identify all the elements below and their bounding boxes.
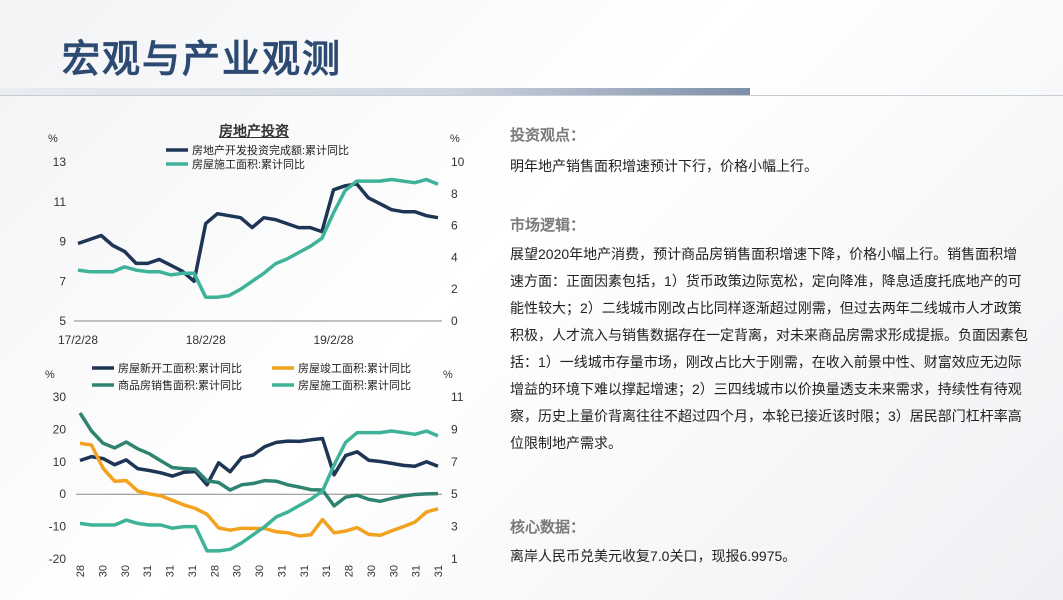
market-logic-text: 展望2020年地产消费，预计商品房销售面积增速下降，价格小幅上行。销售面积增速方… [510, 246, 1028, 451]
y2-tick-label: 5 [451, 487, 458, 501]
x-tick-label: 17/2/28 [75, 565, 87, 577]
x-tick-label: 19/2/28 [344, 565, 356, 577]
y-tick-label: 13 [53, 155, 67, 169]
legend-label-1: 房屋施工面积:累计同比 [192, 158, 305, 171]
series-line-1 [77, 177, 439, 299]
legend-label-0: 房屋新开工面积:累计同比 [118, 362, 242, 375]
y2-tick-label: 3 [451, 520, 458, 534]
x-tick-label: 17/12/31 [187, 565, 199, 577]
investment-view-heading: 投资观点： [510, 127, 586, 144]
chart1-title: 房地产投资 [219, 123, 289, 139]
x-tick-label: 18/2/28 [186, 333, 226, 347]
y2-tick-label: 2 [451, 282, 458, 296]
chart-real-estate-investment: % % 5 7 9 11 13 0 2 4 6 8 10 17/2/28 18/2/28 19/2/28 房地产… [48, 133, 465, 347]
market-logic-section: 市场逻辑： 展望2020年地产消费，预计商品房销售面积增速下降，价格小幅上行。销… [510, 214, 1030, 457]
x-tick-label: 18/8/31 [276, 565, 288, 577]
core-data-text: 离岸人民币兑美元收复7.0关口，现报6.9975。 [510, 548, 797, 564]
title-divider [0, 95, 1063, 96]
y-tick-label: 5 [59, 314, 66, 328]
y2-unit-label: % [443, 369, 453, 381]
y2-tick-label: 9 [451, 422, 458, 436]
x-tick-label: 18/12/31 [321, 565, 333, 577]
y-tick-label: 20 [53, 422, 67, 436]
y-tick-label: 30 [53, 390, 67, 404]
y2-tick-label: 8 [451, 187, 458, 201]
title-underline-bar [0, 88, 750, 96]
x-tick-label: 18/4/30 [232, 565, 244, 577]
y-unit-label: % [45, 369, 55, 381]
page-title: 宏观与产业观测 [62, 39, 343, 81]
series-line-0 [77, 182, 439, 284]
investment-view-text: 明年地产销售面积增速预计下行，价格小幅上行。 [510, 158, 818, 174]
legend-label-3: 房屋施工面积:累计同比 [298, 379, 411, 392]
x-tick-label: 17/8/31 [142, 565, 154, 577]
y2-tick-label: 7 [451, 455, 458, 469]
y2-tick-label: 11 [451, 390, 464, 404]
x-tick-label: 19/4/30 [366, 565, 378, 577]
x-tick-label: 17/4/30 [97, 565, 109, 577]
x-tick-label: 17/6/30 [120, 565, 132, 577]
chart-housing-area: %% -20 -10 0 10 20 30 1 3 5 7 9 11 17/2/28 17/4/30 17/6… [45, 362, 464, 577]
x-tick-label: 19/6/30 [388, 565, 400, 577]
investment-view-section: 投资观点： 明年地产销售面积增速预计下行，价格小幅上行。 [510, 124, 1030, 180]
x-tick-label: 19/10/31 [433, 565, 445, 577]
x-tick-label: 17/2/28 [58, 333, 98, 347]
x-tick-label: 18/2/28 [209, 565, 221, 577]
y2-tick-label: 0 [451, 314, 458, 328]
y2-tick-label: 1 [451, 552, 458, 566]
series-line-0 [79, 436, 439, 487]
core-data-heading: 核心数据： [510, 519, 586, 536]
y-tick-label: -10 [49, 520, 67, 534]
x-tick-label: 19/2/28 [313, 333, 353, 347]
y-unit-label: % [48, 133, 58, 145]
series-line-3 [79, 429, 439, 553]
y2-tick-label: 10 [451, 155, 465, 169]
legend-label-2: 商品房销售面积:累计同比 [118, 378, 242, 392]
x-tick-label: 18/10/31 [299, 565, 311, 577]
series-line-1 [79, 441, 439, 538]
x-tick-label: 19/8/31 [411, 565, 423, 577]
x-tick-label: 17/10/31 [165, 565, 177, 577]
y-tick-label: 10 [53, 455, 67, 469]
y-tick-label: 9 [59, 235, 66, 249]
market-logic-heading: 市场逻辑： [510, 217, 586, 234]
series-line-2 [78, 411, 439, 508]
y2-tick-label: 4 [451, 250, 458, 264]
y-tick-label: 7 [59, 274, 66, 288]
legend-label-0: 房地产开发投资完成额:累计同比 [192, 143, 349, 157]
x-tick-label: 18/6/30 [254, 565, 266, 577]
y-tick-label: -20 [49, 552, 67, 566]
core-data-section: 核心数据： 离岸人民币兑美元收复7.0关口，现报6.9975。 [510, 516, 1030, 570]
legend-label-1: 房屋竣工面积:累计同比 [298, 362, 411, 375]
y-tick-label: 11 [54, 195, 67, 209]
y2-unit-label: % [450, 133, 460, 145]
y-tick-label: 0 [59, 487, 66, 501]
y2-tick-label: 6 [451, 219, 458, 233]
